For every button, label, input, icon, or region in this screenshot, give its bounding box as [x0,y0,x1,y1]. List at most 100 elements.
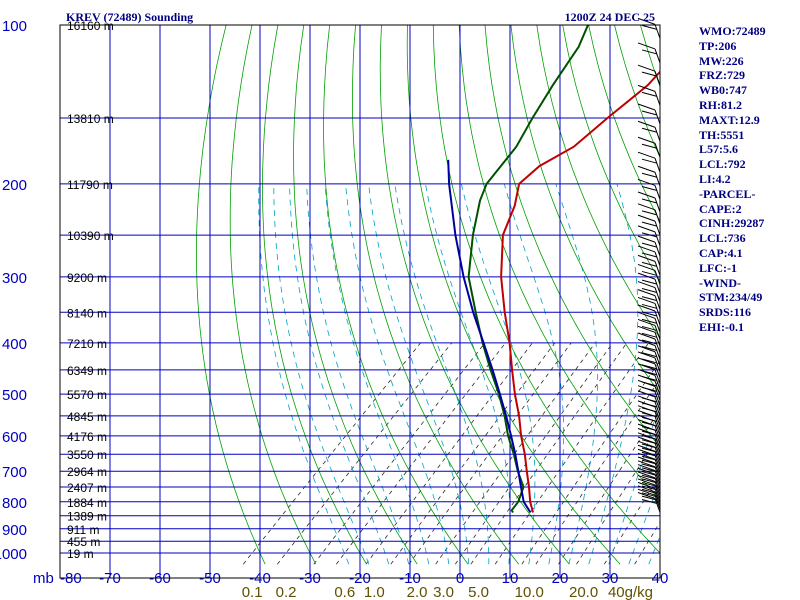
wind-barb-staff [654,380,661,396]
moist-adiabat [460,183,536,565]
height-label: 16160 m [67,19,114,33]
wind-barb-staff [654,459,661,474]
wind-barb-flag [637,464,656,472]
wind-barb-staff [654,270,661,285]
wind-barb-staff [654,363,661,379]
mixing-ratio-label: 1.0 [364,584,385,600]
temperature-tick-label: -20 [349,570,371,587]
wind-barb-staff [654,411,661,426]
wind-barb-flag [641,24,658,30]
wind-barb-staff [654,488,661,503]
wind-barb-staff [654,351,661,366]
wind-barb-flag [637,151,656,159]
wind-barb-staff [654,386,661,401]
mixing-ratio-line [454,342,614,565]
wind-barb-flag [637,254,656,262]
height-label: 6349 m [67,364,107,378]
moist-adiabat [555,183,598,565]
wind-barb-staff [654,197,661,213]
wind-barb-flag [641,421,658,427]
wind-barb-flag [637,448,656,456]
index-stm: STM:234/49 [699,290,762,304]
wind-barb-flag [641,430,658,436]
wind-barb-staff [654,416,661,431]
height-label: 9200 m [67,271,107,285]
wind-barb-staff [654,345,661,360]
wind-barb-staff [654,474,661,489]
dry-adiabat [458,25,660,501]
wind-barb-flag [641,370,658,376]
wind-barb-flag [641,261,658,267]
wind-barb-flag [641,358,658,364]
wind-barb-flag [637,357,656,365]
index-th: TH:5551 [699,128,744,142]
wind-barb-staff [654,295,661,310]
mixing-ratio-line [470,342,628,565]
pressure-tick-label: 600 [2,429,27,446]
index-wb0: WB0:747 [699,83,747,97]
wind-barb-flag [641,345,658,351]
wind-barb-flag [637,492,656,499]
wind-barb-flag [641,185,658,191]
mixing-ratio-line [335,342,506,565]
index-cape: CAPE:2 [699,202,742,216]
wind-barb-staff [654,231,661,247]
index-frz: FRZ:729 [699,68,745,82]
dry-adiabat [510,25,660,394]
wind-barb-flag [637,281,656,289]
mixing-ratio-line [521,360,660,565]
wind-barb-staff [654,396,661,412]
plot-background [60,25,660,578]
wind-barb-flag [641,474,658,480]
wind-barb-flag [637,272,656,280]
wind-barb-staff [654,451,661,466]
wind-barb-flag [637,444,656,452]
temperature-tick-label: -50 [199,570,221,587]
wind-barb-staff [654,481,661,496]
temperature-tick-label: 10 [502,570,519,587]
wind-barb-staff [654,438,661,453]
wind-barb-flag [641,459,658,465]
wind-barb-flag [637,467,656,475]
dry-adiabat [229,25,317,565]
wind-barb-flag [637,103,656,111]
wind-barb-flag [637,42,656,50]
wind-barb-flag [637,363,656,371]
index-wind-header: -WIND- [699,276,741,290]
pressure-tick-label: 700 [2,464,27,481]
wind-barb-flag [641,447,658,453]
dry-adiabat [406,25,621,565]
mixing-ratio-line [494,342,650,565]
moist-adiabat [289,183,390,565]
wind-barb-flag [641,392,658,398]
wind-barb-flag [637,235,656,243]
wind-barb-flag [641,364,658,370]
mixing-ratio-line [408,342,572,565]
wind-barb-flag [641,270,658,276]
mixing-ratio-label: 10.0 [515,584,544,600]
wind-barb-flag [637,485,656,493]
wind-barb-staff [654,278,661,294]
wind-barb-staff [654,158,661,173]
wind-barb-flag [641,481,658,487]
wind-barb-flag [641,296,658,302]
wind-barb-flag [641,471,658,477]
wind-barb-staff [654,48,661,64]
index-wmo: WMO:72489 [699,24,766,38]
height-label: 19 m [67,547,94,561]
wind-barb-staff [654,209,661,225]
pressure-tick-label: 400 [2,336,27,353]
wind-barb-staff [654,369,661,384]
wind-barb-staff [654,310,661,326]
pressure-tick-label: 200 [2,177,27,194]
index-lcl: LCL:792 [699,157,746,171]
moist-adiabat [628,478,660,565]
mixing-ratio-label: 0.2 [276,584,297,600]
moist-adiabat [608,398,660,565]
plot-frame [59,24,661,579]
dry-adiabat [432,25,660,554]
wind-barb-staff [654,494,661,510]
wind-barb-flag [641,172,658,178]
wind-barb-staff [654,338,661,354]
height-label: 3550 m [67,448,107,462]
